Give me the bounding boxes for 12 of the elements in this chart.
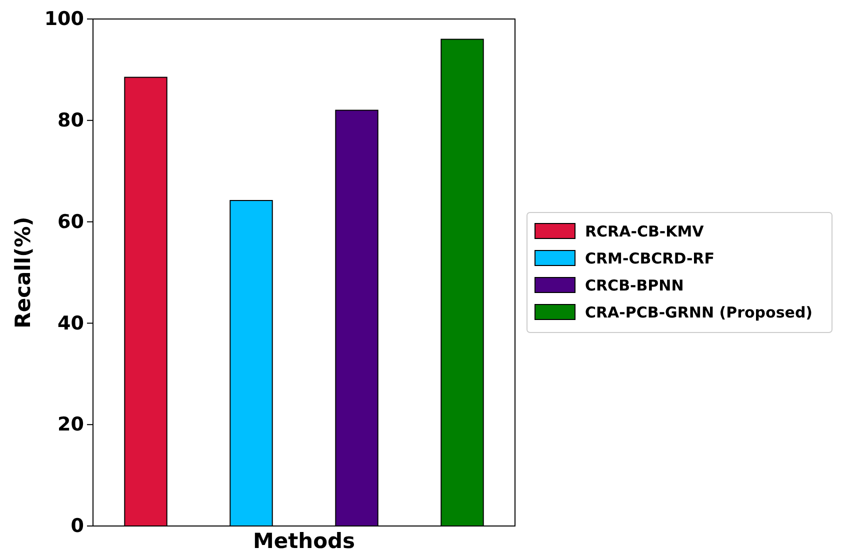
y-axis-title: Recall(%) [11,216,35,328]
x-axis-title: Methods [252,529,356,551]
legend-label: CRM-CBCRD-RF [585,250,714,268]
legend-label: CRCB-BPNN [585,276,684,294]
y-tick-label: 80 [58,109,84,132]
y-tick-label: 0 [70,515,84,538]
y-tick-label: 40 [58,312,84,334]
y-tick-label: 100 [44,8,84,30]
y-tick-label: 20 [58,414,84,436]
y-tick-label: 60 [58,210,84,233]
legend-label: CRA-PCB-GRNN (Proposed) [585,304,813,322]
legend-label: RCRA-CB-KMV [585,222,704,240]
